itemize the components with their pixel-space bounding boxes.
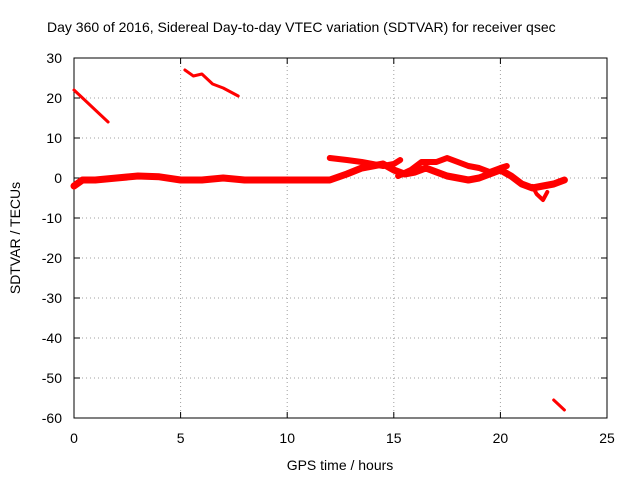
- y-tick-label: 20: [46, 90, 62, 106]
- series-arc-1: [72, 88, 110, 124]
- y-tick-label: -50: [42, 370, 62, 386]
- series-group: [70, 68, 568, 412]
- x-tick-label: 25: [599, 430, 615, 446]
- grid: [74, 58, 607, 418]
- y-tick-label: -10: [42, 210, 62, 226]
- y-tick-label: -60: [42, 410, 62, 426]
- y-tick-label: -20: [42, 250, 62, 266]
- series-main-band: [70, 160, 568, 192]
- series-dip: [530, 184, 550, 202]
- x-tick-label: 20: [493, 430, 509, 446]
- series-upper-band: [326, 155, 404, 169]
- x-tick-label: 5: [177, 430, 185, 446]
- x-tick-label: 0: [70, 430, 78, 446]
- series-arc-3: [395, 155, 510, 179]
- y-tick-label: -30: [42, 290, 62, 306]
- x-tick-label: 10: [279, 430, 295, 446]
- y-axis-label: SDTVAR / TECUs: [7, 182, 23, 294]
- series-arc-4: [552, 398, 566, 412]
- chart-title: Day 360 of 2016, Sidereal Day-to-day VTE…: [47, 19, 556, 35]
- y-tick-label: 30: [46, 50, 62, 66]
- plot-frame: [73, 57, 608, 419]
- y-tick-label: 0: [54, 170, 62, 186]
- axis-ticks: 0 5 10 15 20 25 30 20 10 0 -10 -20 -30 -40 -50 -60: [42, 50, 615, 446]
- x-axis-label: GPS time / hours: [287, 457, 394, 473]
- y-tick-label: -40: [42, 330, 62, 346]
- x-tick-label: 15: [386, 430, 402, 446]
- series-arc-2: [183, 68, 240, 98]
- y-tick-label: 10: [46, 130, 62, 146]
